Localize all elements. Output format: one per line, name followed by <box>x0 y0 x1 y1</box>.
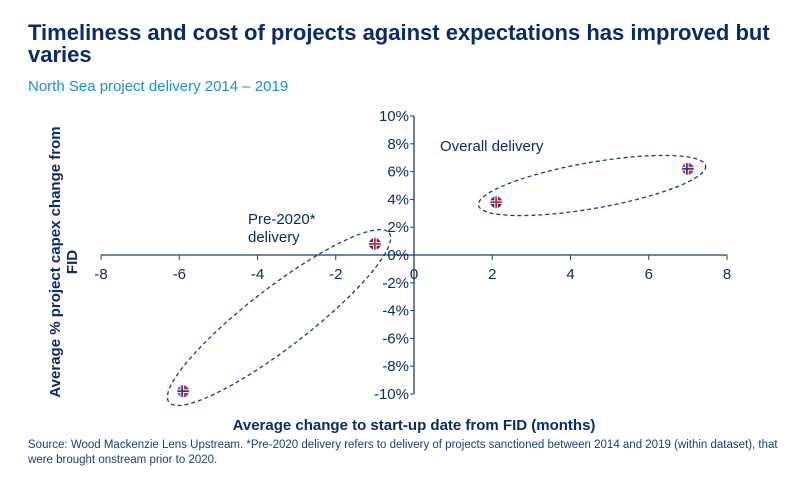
y-tick-label: 0% <box>387 247 409 264</box>
y-tick-label: 6% <box>387 164 409 181</box>
y-tick-label: -4% <box>382 303 409 320</box>
flag-cross <box>181 385 184 398</box>
flag-cross <box>495 196 498 209</box>
flag-outline <box>681 162 695 176</box>
annotation-line: Pre-2020* <box>248 211 316 228</box>
data-point-uk-flag <box>368 237 382 251</box>
y-tick-label: -2% <box>382 275 409 292</box>
y-tick-label: 8% <box>387 136 409 153</box>
x-tick-label: 8 <box>723 266 731 283</box>
y-tick-label: -10% <box>374 386 409 403</box>
y-tick-label: -6% <box>382 330 409 347</box>
flag-outline <box>489 195 503 209</box>
y-tick-label: 4% <box>387 191 409 208</box>
pre-2020-delivery-label: Pre-2020* delivery <box>248 211 316 246</box>
y-tick-label: -8% <box>382 358 409 375</box>
x-tick-label: -2 <box>329 266 342 283</box>
x-tick-label: 0 <box>410 266 418 283</box>
x-tick-label: 4 <box>566 266 574 283</box>
y-axis-label-line: Average % project capex change from <box>47 126 64 397</box>
pre-2020-group-ellipse <box>166 228 392 407</box>
source-note: Source: Wood Mackenzie Lens Upstream. *P… <box>28 439 778 466</box>
x-axis-label: Average change to start-up date from FID… <box>233 417 596 434</box>
x-tick-label: 2 <box>488 266 496 283</box>
y-tick-label: 10% <box>379 108 409 125</box>
flag-cross <box>681 167 694 170</box>
annotation-line: delivery <box>248 229 300 246</box>
overall-group-ellipse <box>477 154 707 217</box>
chart-title: Timeliness and cost of projects against … <box>28 20 770 67</box>
y-axis-label-line: FID <box>64 250 81 274</box>
chart-subtitle: North Sea project delivery 2014 – 2019 <box>28 78 289 95</box>
flag-cross <box>177 390 190 393</box>
data-point-norway-flag <box>681 162 695 176</box>
flag-cross <box>685 162 688 175</box>
y-axis-label: Average % project capex change fromFID <box>47 126 81 397</box>
flag-cross <box>373 237 376 250</box>
overall-delivery-label: Overall delivery <box>440 138 544 155</box>
x-tick-label: -6 <box>173 266 186 283</box>
x-tick-label: -4 <box>251 266 264 283</box>
data-point-norway-flag <box>176 384 190 398</box>
data-point-uk-flag <box>489 195 503 209</box>
flag-outline <box>176 384 190 398</box>
x-tick-label: -8 <box>94 266 107 283</box>
y-tick-label: 2% <box>387 219 409 236</box>
flag-outline <box>368 237 382 251</box>
x-tick-label: 6 <box>645 266 653 283</box>
